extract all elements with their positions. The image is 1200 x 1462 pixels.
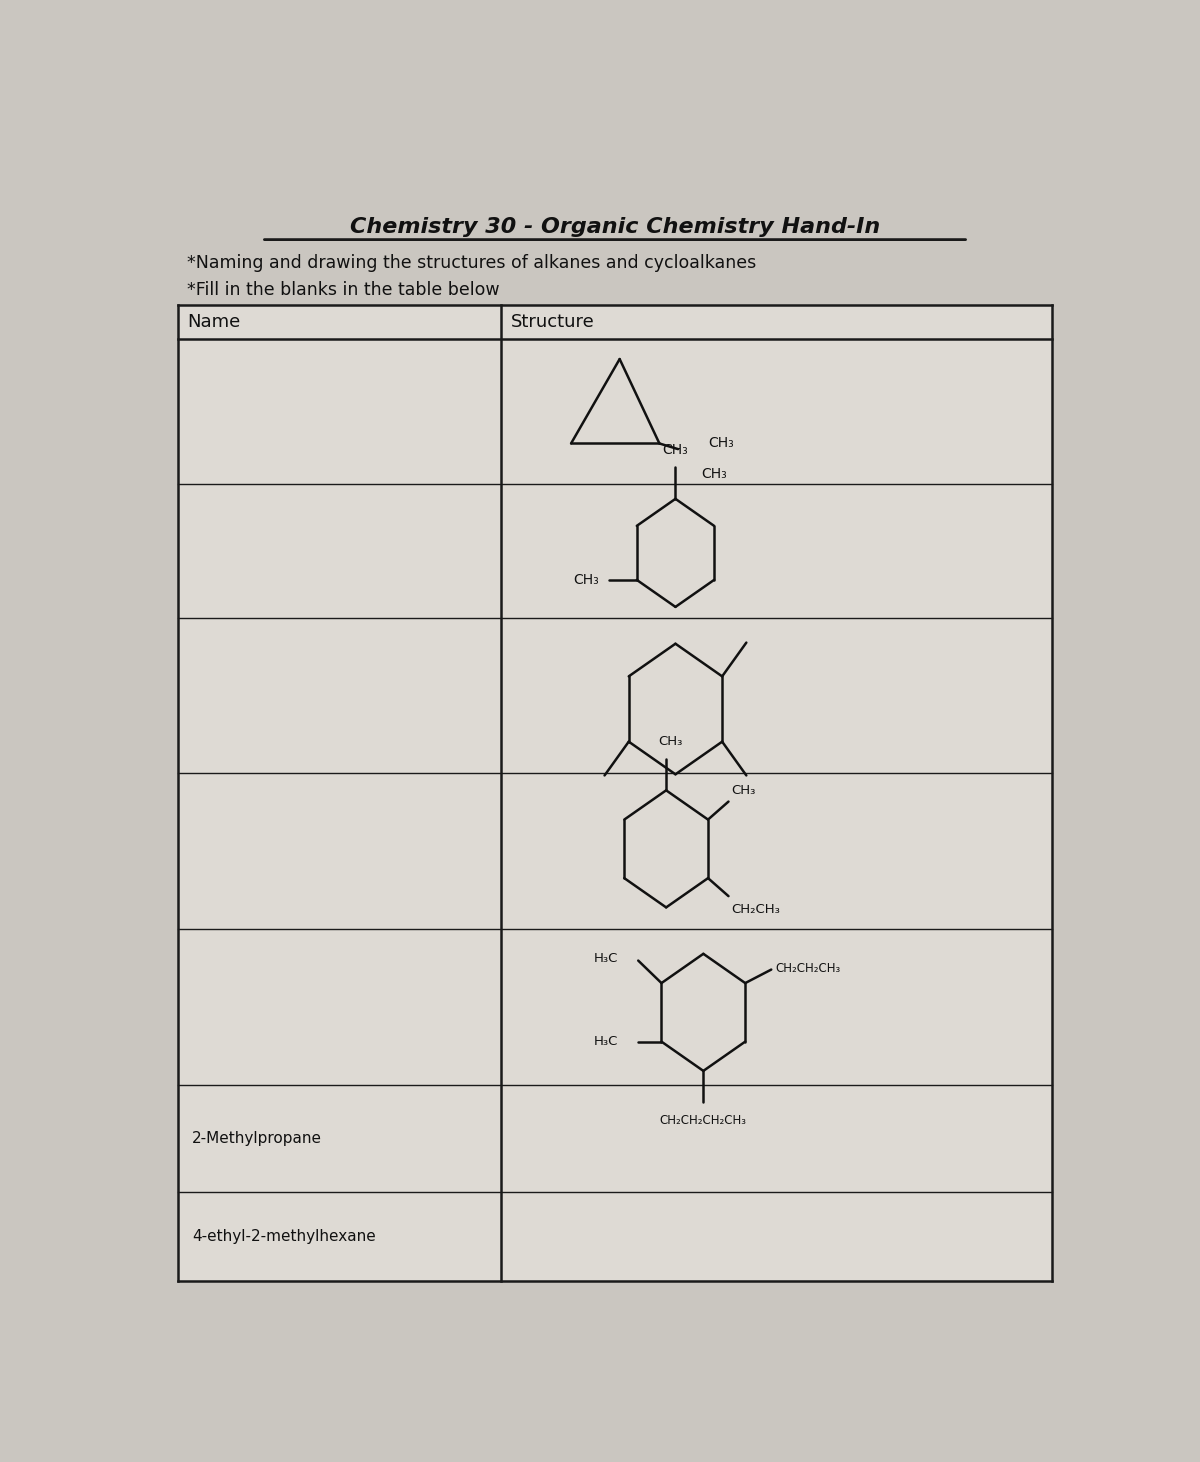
Text: *Fill in the blanks in the table below: *Fill in the blanks in the table below [187,281,500,300]
Text: CH₃: CH₃ [708,437,733,450]
Text: CH₃: CH₃ [662,443,689,458]
Text: *Naming and drawing the structures of alkanes and cycloalkanes: *Naming and drawing the structures of al… [187,254,756,272]
Text: CH₃: CH₃ [731,784,756,797]
Text: CH₃: CH₃ [701,466,727,481]
Text: Chemistry 30 - Organic Chemistry Hand-In: Chemistry 30 - Organic Chemistry Hand-In [350,216,880,237]
Text: CH₃: CH₃ [574,573,599,586]
Text: Name: Name [187,313,240,330]
Text: CH₂CH₃: CH₂CH₃ [731,904,780,915]
Text: Structure: Structure [511,313,594,330]
Text: CH₂CH₂CH₃: CH₂CH₂CH₃ [775,962,840,975]
Text: 2-Methylpropane: 2-Methylpropane [192,1130,322,1146]
Text: 4-ethyl-2-methylhexane: 4-ethyl-2-methylhexane [192,1230,376,1244]
Text: H₃C: H₃C [594,952,618,965]
Text: CH₂CH₂CH₂CH₃: CH₂CH₂CH₂CH₃ [660,1114,746,1127]
Bar [178,306,1052,1281]
Text: CH₃: CH₃ [659,734,683,747]
Text: H₃C: H₃C [594,1035,618,1048]
